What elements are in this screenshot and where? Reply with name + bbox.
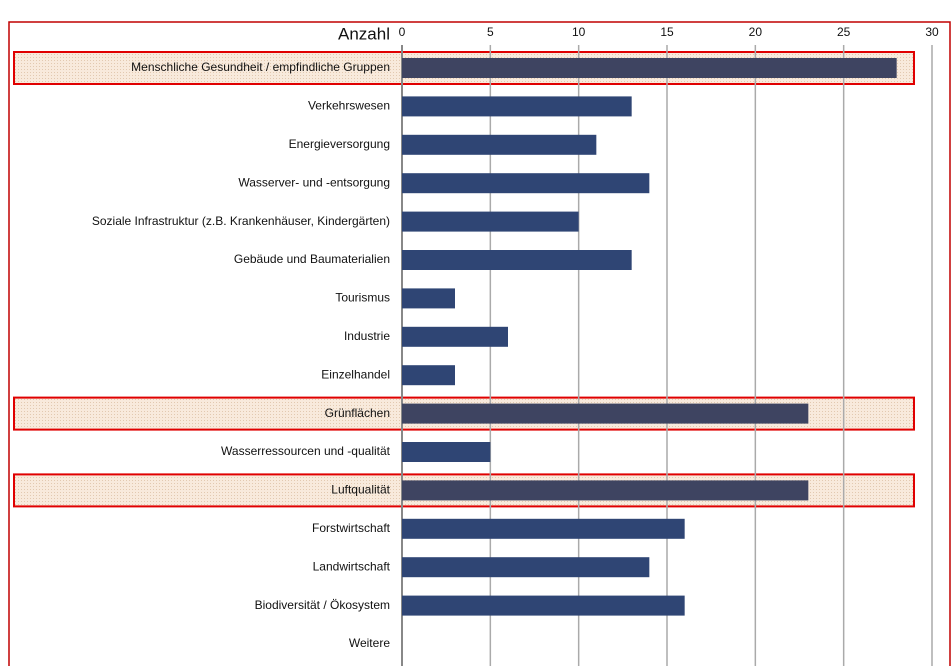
x-tick-label: 30 (925, 25, 939, 39)
bar (402, 480, 809, 501)
y-tick-label: Luftqualität (331, 483, 390, 497)
y-tick-label: Gebäude und Baumaterialien (234, 252, 390, 266)
bar (402, 173, 650, 194)
bar (402, 326, 508, 347)
y-tick-label: Forstwirtschaft (312, 521, 391, 535)
bar (402, 442, 491, 462)
x-tick-label: 15 (660, 25, 674, 39)
x-tick-label: 25 (837, 25, 851, 39)
y-tick-label: Tourismus (335, 291, 390, 305)
bar (402, 58, 897, 78)
bar (402, 365, 455, 386)
bar (402, 96, 632, 117)
y-tick-label: Soziale Infrastruktur (z.B. Krankenhäuse… (92, 214, 390, 228)
y-tick-label: Menschliche Gesundheit / empfindliche Gr… (131, 60, 390, 74)
y-tick-label: Biodiversität / Ökosystem (255, 598, 390, 612)
bar (402, 595, 685, 616)
y-tick-label: Wasserver- und -entsorgung (238, 175, 390, 189)
bar (402, 134, 597, 155)
x-tick-label: 20 (749, 25, 763, 39)
bar (402, 518, 685, 539)
bar (402, 288, 455, 309)
frame (8, 21, 951, 666)
y-tick-label: Wasserressourcen und -qualität (221, 444, 391, 458)
y-tick-label: Grünflächen (325, 406, 390, 420)
y-tick-label: Landwirtschaft (313, 559, 391, 573)
bar (402, 557, 650, 578)
bar (402, 403, 809, 424)
x-tick-label: 5 (487, 25, 494, 39)
bar (402, 211, 579, 232)
bar (402, 250, 632, 270)
y-tick-label: Verkehrswesen (308, 99, 390, 113)
y-tick-label: Einzelhandel (321, 367, 390, 381)
y-tick-label: Industrie (344, 329, 390, 343)
y-tick-label: Energieversorgung (289, 137, 390, 151)
x-tick-label: 10 (572, 25, 586, 39)
y-tick-label: Weitere (349, 636, 390, 650)
axis-label: Anzahl (338, 24, 390, 43)
x-tick-label: 0 (399, 25, 406, 39)
